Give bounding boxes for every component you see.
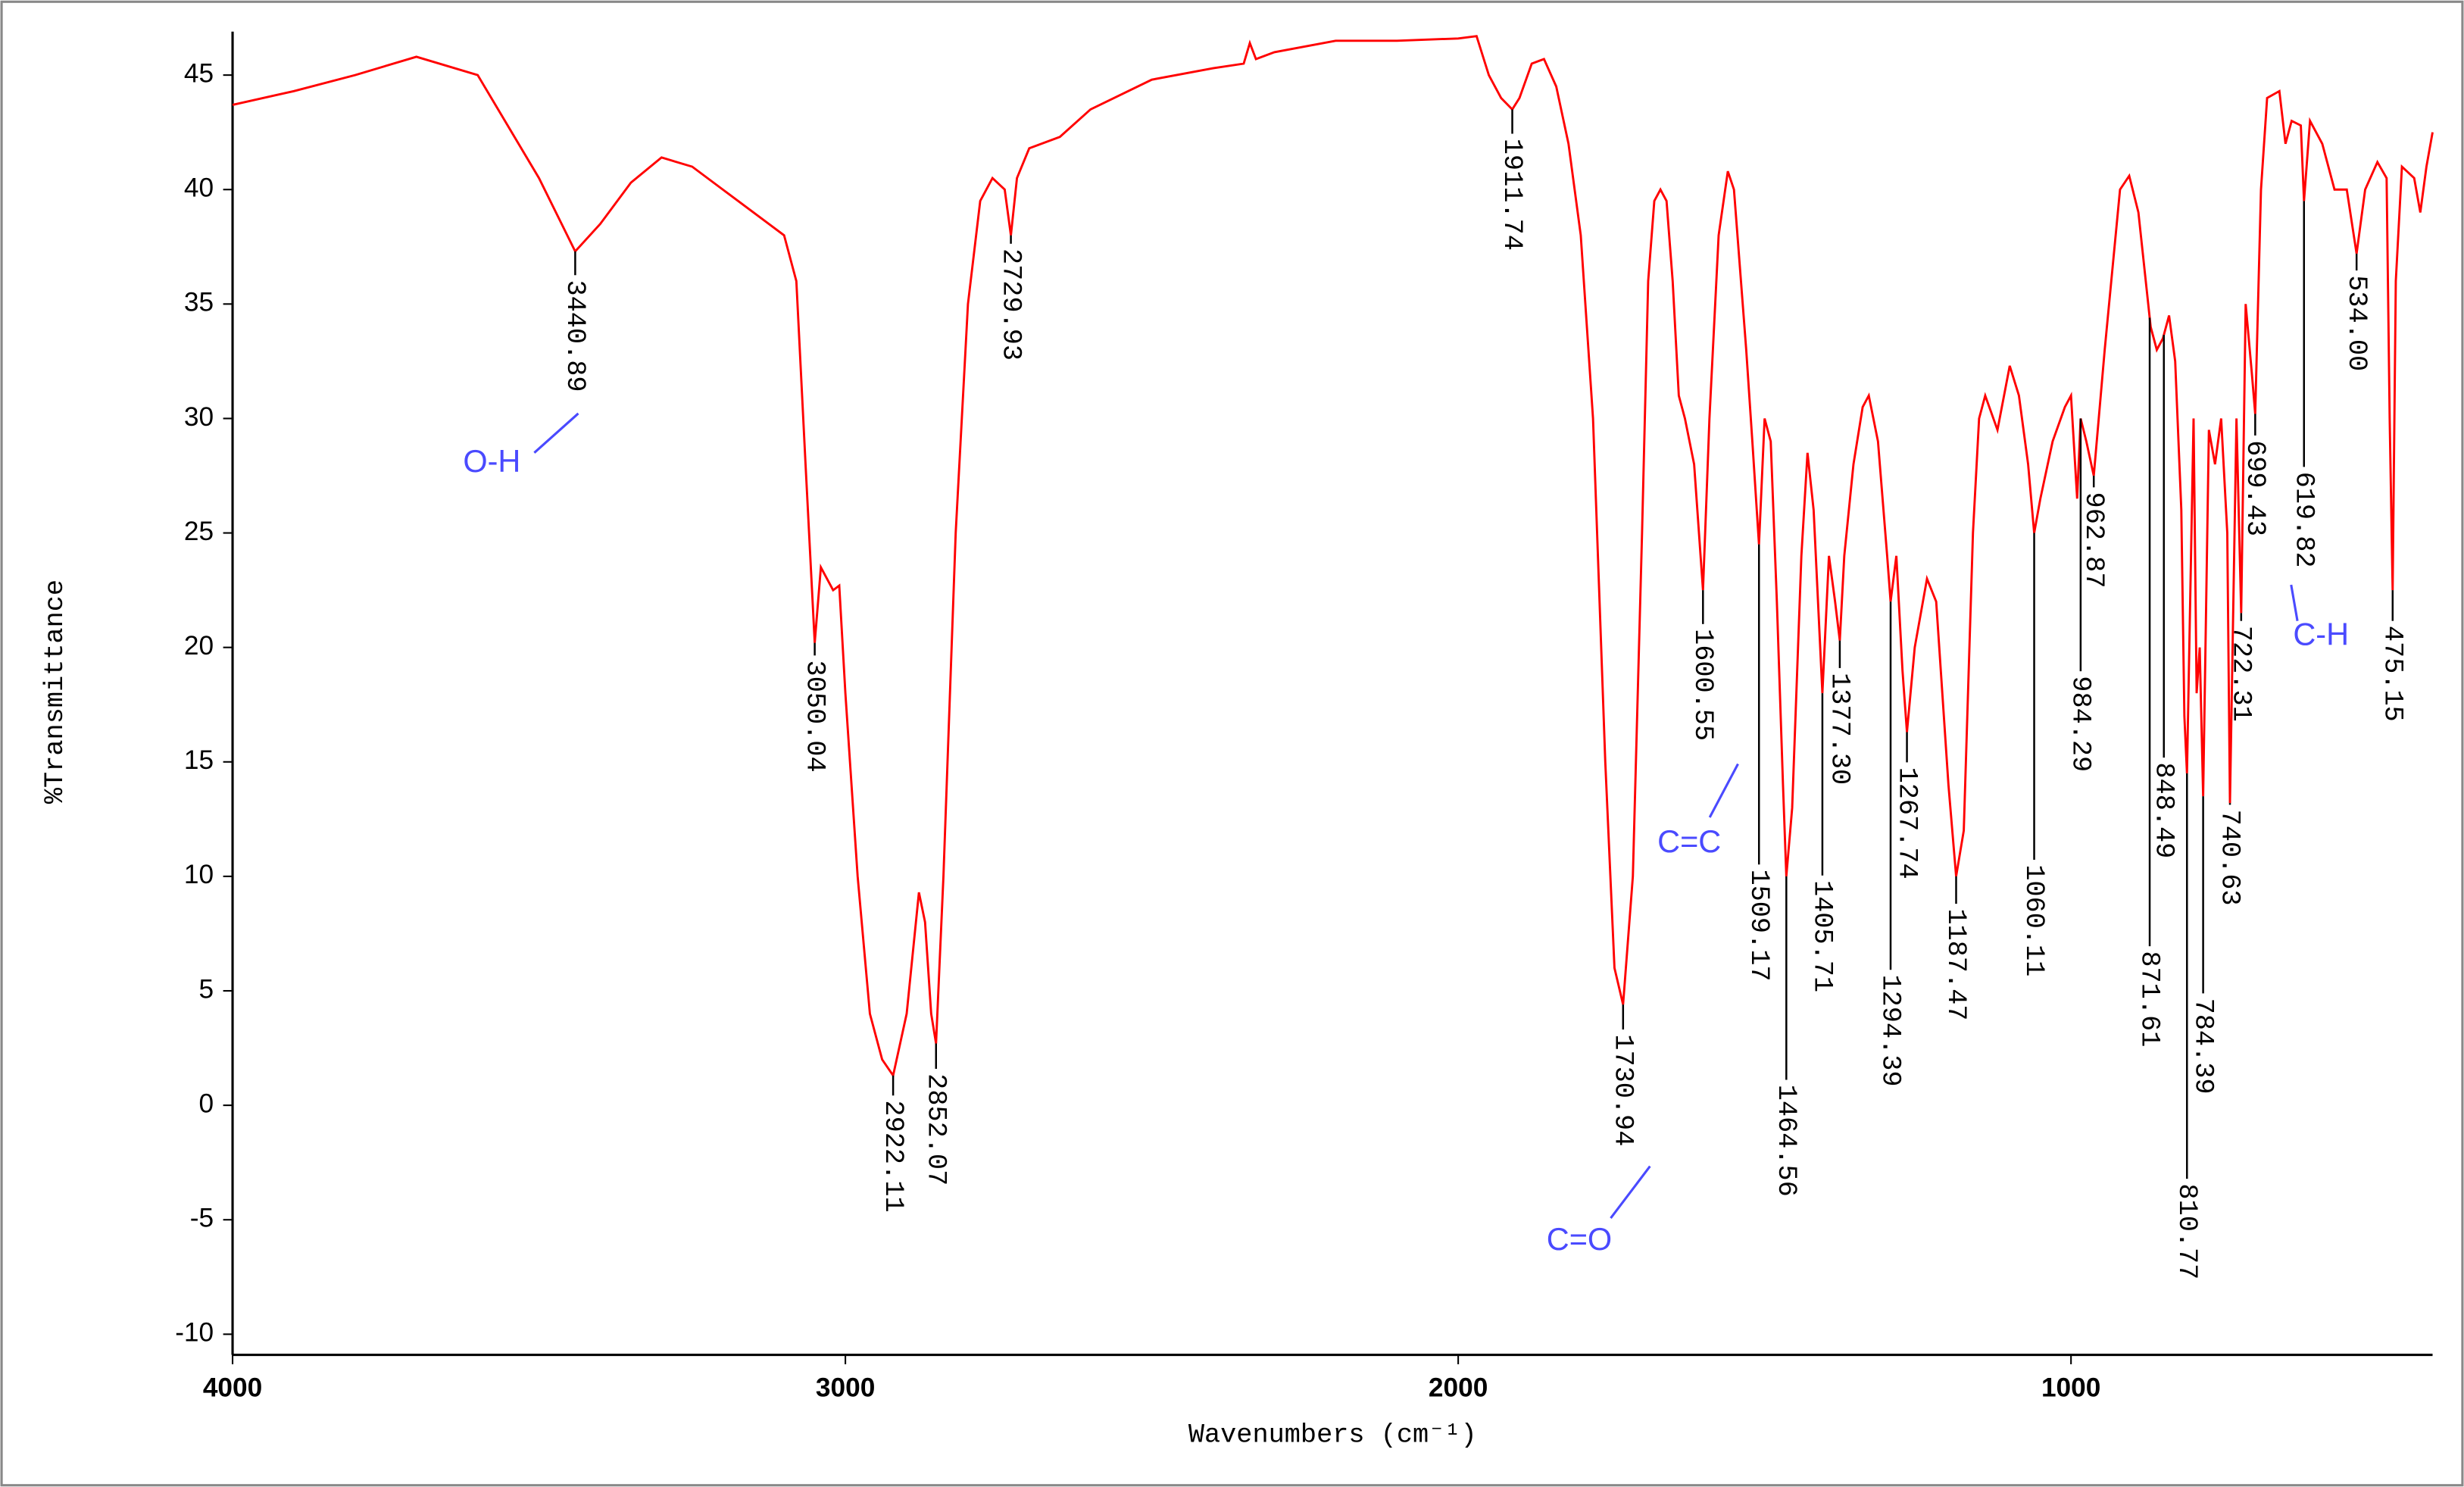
peak-label: 722.31: [2226, 626, 2256, 722]
peak-label: 475.15: [2377, 626, 2407, 722]
x-tick-label: 2000: [1429, 1373, 1488, 1402]
peak-label: 984.29: [2066, 676, 2096, 772]
peak-label: 3050.04: [799, 661, 829, 773]
y-tick-label: 20: [184, 631, 214, 661]
peak-label: 619.82: [2288, 472, 2319, 568]
annotation: C-H: [2293, 616, 2349, 651]
peak-label: 962.87: [2078, 492, 2109, 589]
y-tick-label: -10: [175, 1318, 214, 1348]
y-tick-label: 25: [184, 517, 214, 546]
annotation-line: [1708, 763, 1739, 818]
peak-label: 1377.30: [1825, 673, 1855, 785]
annotation: C=O: [1547, 1221, 1612, 1257]
peak-label: 1911.74: [1497, 139, 1527, 251]
peak-label: 1509.17: [1744, 869, 1774, 981]
x-tick-label: 3000: [816, 1373, 875, 1402]
annotation-line: [1610, 1165, 1651, 1219]
peak-label: 1187.47: [1941, 908, 1971, 1020]
peak-label: 1730.94: [1607, 1034, 1638, 1146]
peak-label: 740.63: [2215, 810, 2245, 906]
y-tick-label: 30: [184, 402, 214, 432]
annotation-line: [533, 412, 579, 454]
y-tick-label: -5: [190, 1204, 214, 1233]
y-tick-label: 10: [184, 860, 214, 889]
y-tick-label: 0: [199, 1089, 214, 1118]
y-tick-label: 15: [184, 745, 214, 775]
peak-label: 2852.07: [920, 1073, 951, 1186]
annotation: O-H: [463, 443, 520, 479]
peak-label: 1060.11: [2019, 864, 2049, 976]
peak-label: 534.00: [2341, 275, 2372, 371]
x-axis-title: Wavenumbers (cm⁻¹): [1188, 1420, 1477, 1451]
peak-label: 871.61: [2135, 951, 2165, 1047]
y-tick-label: 5: [199, 974, 214, 1004]
y-tick-label: 45: [184, 58, 214, 88]
peak-label: 699.43: [2240, 440, 2270, 536]
peak-label: 1267.74: [1891, 767, 1922, 879]
y-axis-title: %Transmittance: [40, 579, 70, 804]
y-tick-label: 35: [184, 288, 214, 317]
y-tick-label: 40: [184, 173, 214, 203]
peak-label: 2922.11: [878, 1100, 908, 1212]
peak-label: 1600.55: [1688, 629, 1718, 741]
annotations: O-H C=C C=O C-H: [463, 412, 2349, 1257]
peak-label: 3440.89: [560, 280, 590, 392]
annotation: C=C: [1657, 823, 1721, 859]
x-tick-label: 4000: [203, 1373, 262, 1402]
peak-label: 784.39: [2188, 998, 2218, 1095]
annotation-line: [2290, 584, 2299, 621]
peak-label: 2729.93: [995, 248, 1026, 361]
peak-label: 1464.56: [1771, 1085, 1801, 1197]
peak-label: 810.77: [2172, 1183, 2202, 1279]
peak-label: 1294.39: [1875, 974, 1906, 1086]
x-tick-label: 1000: [2041, 1373, 2100, 1402]
peak-label: 1405.71: [1807, 880, 1838, 992]
spectrum-line: [232, 35, 2434, 1079]
peak-label: 848.49: [2148, 762, 2178, 858]
